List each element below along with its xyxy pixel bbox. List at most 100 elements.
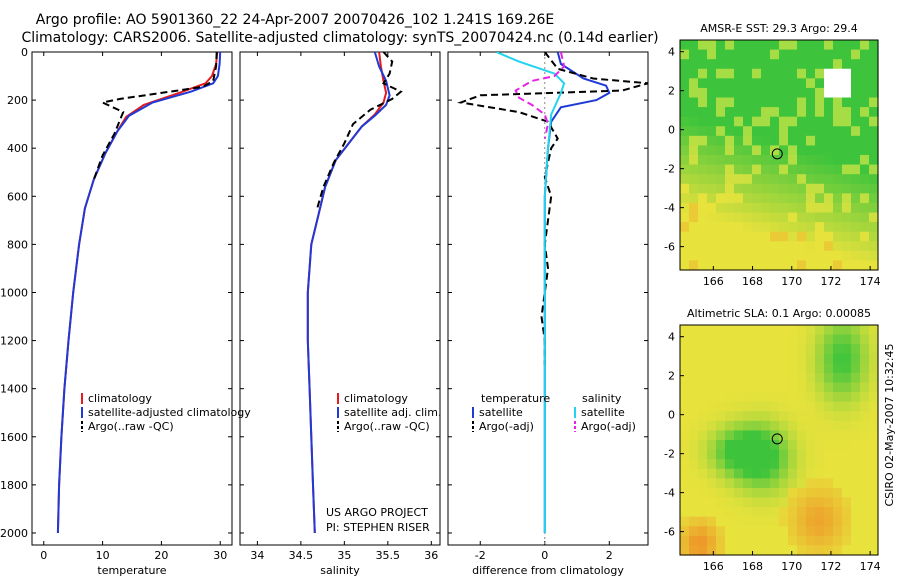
sst_map-cell [788, 78, 798, 89]
sst_map-cell [716, 202, 726, 214]
sla_map-cell [833, 497, 843, 508]
sla_map-cell [815, 507, 825, 518]
sla_map-cell [851, 516, 861, 527]
sla_map-cell [716, 420, 726, 432]
sst_map-cell [689, 212, 699, 223]
sla_map-cell [752, 478, 762, 489]
sst_map-cell [734, 155, 744, 166]
sst_map-cell [824, 40, 834, 51]
sla_map-cell [734, 478, 744, 489]
sst_map-cell [842, 107, 852, 118]
sla_map-cell [779, 545, 789, 556]
sla_map-cell [797, 411, 807, 422]
sst_map-cell [752, 174, 762, 185]
difference-series-line [457, 52, 648, 365]
sla_map-cell [833, 372, 843, 384]
sst_map-cell [824, 250, 834, 262]
sla_map-cell [815, 487, 825, 499]
salinity-legend-label: Argo(..raw -QC) [344, 420, 430, 433]
sst_map-cell [788, 241, 798, 252]
sla_map-cell [752, 507, 762, 518]
sst_map-cell [824, 164, 834, 175]
sst_map-x-tick-label: 168 [742, 275, 763, 288]
sst_map-cell [698, 183, 708, 194]
sst_map-cell [779, 164, 789, 175]
sst_map-cell [689, 193, 699, 204]
sla_map-cell [788, 344, 798, 355]
sla_map-cell [689, 334, 699, 345]
sst_map-cell [860, 59, 870, 70]
sla_map-cell [869, 535, 879, 547]
sla_map-cell [842, 449, 852, 460]
sla_map-cell [842, 392, 852, 403]
sst_map-cell [725, 59, 735, 70]
sst_map-cell [824, 87, 834, 99]
sla_map-cell [680, 344, 690, 355]
sla_map-cell [851, 468, 861, 479]
sla_map-cell [869, 430, 879, 441]
sst_map-cell [734, 183, 744, 194]
sst_map-cell [851, 241, 861, 252]
sst_map-cell [833, 126, 843, 137]
sla_map-cell [716, 449, 726, 460]
sla_map-cell [860, 497, 870, 508]
sla_map-cell [815, 449, 825, 460]
sst_map-cell [797, 49, 807, 60]
sla_map-cell [806, 487, 816, 499]
sst_map-cell [734, 68, 744, 79]
credit-label: CSIRO 02-May-2007 10:32:45 [883, 343, 896, 506]
sst_map-cell [689, 68, 699, 79]
sst_map-cell [716, 241, 726, 252]
sla_map-cell [851, 449, 861, 460]
sla_map-cell [761, 440, 771, 451]
sla_map-cell [788, 392, 798, 403]
sla_map-cell [707, 440, 717, 451]
sst_map-cell [716, 174, 726, 185]
sla_map-cell [779, 325, 789, 336]
sla_map-cell [743, 363, 753, 374]
sst_map-cell [779, 260, 789, 271]
sla_map-cell [698, 353, 708, 364]
temperature-y-tick-label: 800 [7, 238, 28, 251]
sla_map-cell [761, 353, 771, 364]
sst_map-cell [806, 87, 816, 99]
sst_map-cell [743, 155, 753, 166]
sst_map-cell [725, 116, 735, 127]
sla_map-cell [806, 468, 816, 479]
sla_map-cell [860, 363, 870, 374]
sla_map-cell [761, 478, 771, 489]
sla_map-cell [689, 420, 699, 432]
sst_map-cell [797, 107, 807, 118]
sla_map-cell [833, 545, 843, 556]
sla_map-cell [860, 545, 870, 556]
difference-x-tick-label: -2 [475, 549, 486, 562]
sst_map-cell [680, 68, 690, 79]
sst_map-cell [869, 145, 879, 156]
sst_map-cell [716, 212, 726, 223]
sst_map-cell [851, 183, 861, 194]
sst_map-cell [761, 231, 771, 242]
sst_map-cell [779, 78, 789, 89]
difference-series-line [543, 52, 611, 533]
sst_map-cell [860, 116, 870, 127]
sla_map-cell [770, 545, 780, 556]
sla_map-cell [752, 334, 762, 345]
sla_map-cell [770, 516, 780, 527]
sla_map-cell [824, 497, 834, 508]
sst_map-cell [860, 250, 870, 262]
sst_map-cell [833, 164, 843, 175]
sst_map-cell [869, 202, 879, 214]
sst_map-cell [806, 59, 816, 70]
sla_map-cell [707, 545, 717, 556]
sla_map-cell [842, 516, 852, 527]
sst_map-cell [815, 68, 825, 79]
sst_map-cell [815, 250, 825, 262]
sst_map-cell [743, 250, 753, 262]
sst_map-cell [734, 250, 744, 262]
sst_map-cell [689, 164, 699, 175]
sla_map-cell [788, 497, 798, 508]
sst_map-cell [743, 260, 753, 271]
sst_map-cell [869, 107, 879, 118]
sst_map-cell [680, 222, 690, 233]
sla_map-cell [689, 535, 699, 547]
